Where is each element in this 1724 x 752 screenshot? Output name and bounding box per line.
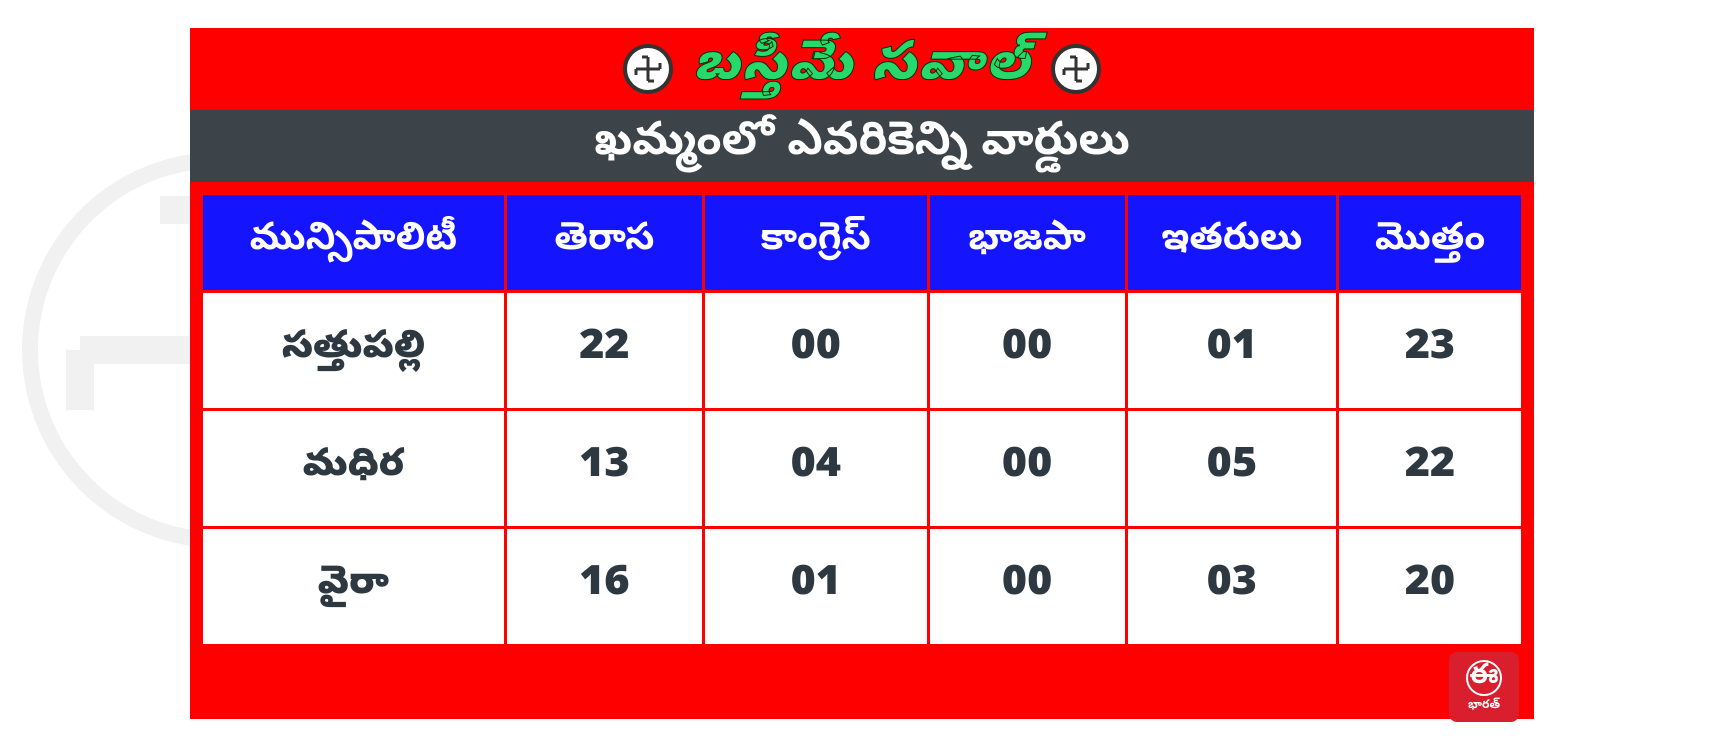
cell-value: 23 — [1338, 292, 1523, 410]
subtitle-text: ఖమ్మంలో ఎవరికెన్ని వార్డులు — [594, 115, 1130, 177]
cell-value: 13 — [505, 410, 703, 528]
table-header-row: మున్సిపాలిటీ తెరాస కాంగ్రెస్ భాజపా ఇతరుల… — [202, 194, 1523, 292]
swastik-icon-left — [623, 44, 673, 94]
table-row: మధిర 13 04 00 05 22 — [202, 410, 1523, 528]
cell-value: 00 — [703, 292, 928, 410]
header-title: బస్తీమే సవాల్ — [693, 33, 1031, 106]
cell-value: 22 — [505, 292, 703, 410]
cell-value: 03 — [1126, 528, 1337, 646]
results-table: మున్సిపాలిటీ తెరాస కాంగ్రెస్ భాజపా ఇతరుల… — [200, 192, 1524, 647]
footer-logo-text: భారత్ — [1468, 698, 1500, 714]
infographic-container: బస్తీమే సవాల్ ఖమ్మంలో ఎవరికెన్ని వార్డుల… — [190, 28, 1534, 719]
cell-value: 20 — [1338, 528, 1523, 646]
cell-municipality: సత్తుపల్లి — [202, 292, 506, 410]
cell-value: 16 — [505, 528, 703, 646]
cell-value: 00 — [928, 292, 1126, 410]
subtitle-banner: ఖమ్మంలో ఎవరికెన్ని వార్డులు — [190, 110, 1534, 182]
swastik-icon-right — [1051, 44, 1101, 94]
table-wrapper: మున్సిపాలిటీ తెరాస కాంగ్రెస్ భాజపా ఇతరుల… — [190, 182, 1534, 657]
cell-value: 01 — [703, 528, 928, 646]
col-header-congress: కాంగ్రెస్ — [703, 194, 928, 292]
cell-value: 04 — [703, 410, 928, 528]
cell-value: 01 — [1126, 292, 1337, 410]
cell-value: 05 — [1126, 410, 1337, 528]
cell-value: 00 — [928, 528, 1126, 646]
cell-value: 22 — [1338, 410, 1523, 528]
footer-bar: ఈ భారత్ — [190, 657, 1534, 719]
col-header-trs: తెరాస — [505, 194, 703, 292]
col-header-municipality: మున్సిపాలిటీ — [202, 194, 506, 292]
col-header-others: ఇతరులు — [1126, 194, 1337, 292]
header-banner: బస్తీమే సవాల్ — [190, 28, 1534, 110]
col-header-total: మొత్తం — [1338, 194, 1523, 292]
cell-value: 00 — [928, 410, 1126, 528]
footer-logo-e: ఈ — [1466, 660, 1502, 696]
footer-logo: ఈ భారత్ — [1449, 652, 1519, 722]
table-row: సత్తుపల్లి 22 00 00 01 23 — [202, 292, 1523, 410]
cell-municipality: వైరా — [202, 528, 506, 646]
cell-municipality: మధిర — [202, 410, 506, 528]
col-header-bjp: భాజపా — [928, 194, 1126, 292]
table-row: వైరా 16 01 00 03 20 — [202, 528, 1523, 646]
